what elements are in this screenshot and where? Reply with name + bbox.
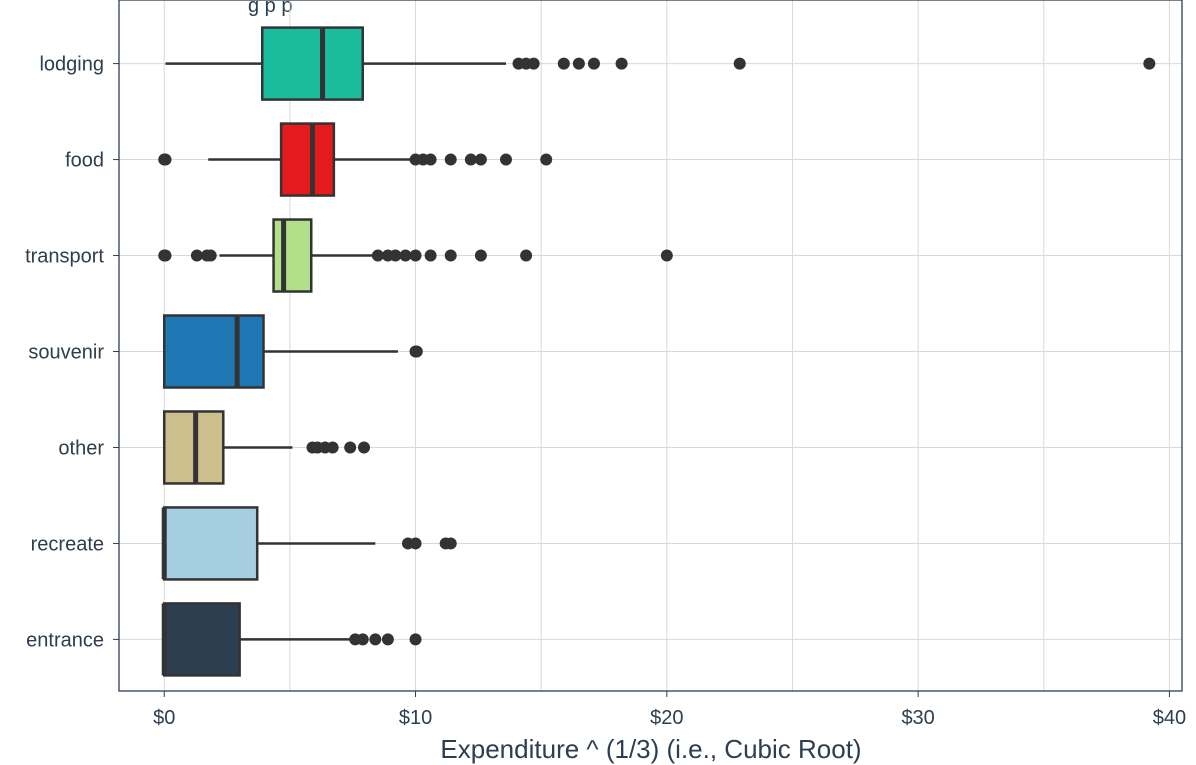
outlier-point — [410, 345, 423, 358]
box-iqr — [162, 506, 259, 581]
outlier-point — [500, 153, 513, 166]
box-lodging — [165, 26, 1156, 101]
outlier-point — [204, 249, 217, 262]
outlier-point — [409, 633, 422, 646]
outlier-point — [615, 57, 628, 70]
outlier-point — [527, 57, 540, 70]
outlier-point — [424, 153, 437, 166]
outlier-point — [409, 537, 422, 550]
outlier-point — [572, 57, 585, 70]
outlier-point — [1143, 57, 1156, 70]
box-recreate — [161, 506, 457, 581]
plot-panel-border — [118, 0, 1183, 692]
y-tick-labels: lodging food transport souvenir other recreat… — [25, 54, 119, 651]
box-iqr — [260, 26, 365, 101]
outlier-point — [474, 153, 487, 166]
x-tick-label: $20 — [650, 707, 683, 729]
outlier-point — [557, 57, 570, 70]
x-axis-title: Expenditure ^ (1/3) (i.e., Cubic Root) — [440, 734, 861, 764]
outlier-point — [159, 153, 172, 166]
outlier-point — [369, 633, 382, 646]
x-tick-labels: $0 $10 $20 $30 $40 — [153, 691, 1186, 729]
y-tick-label: transport — [25, 246, 104, 268]
outlier-point — [424, 249, 437, 262]
outlier-point — [326, 441, 339, 454]
outlier-point — [389, 249, 402, 262]
box-transport — [158, 218, 673, 293]
outlier-point — [190, 249, 203, 262]
outlier-point — [660, 249, 673, 262]
box-food — [158, 122, 553, 197]
outlier-point — [444, 537, 457, 550]
box-iqr — [272, 218, 313, 293]
outlier-point — [358, 441, 371, 454]
outlier-point — [587, 57, 600, 70]
outlier-point — [381, 633, 394, 646]
x-tick-label: $40 — [1153, 707, 1186, 729]
y-tick-label: other — [58, 437, 104, 459]
outlier-point — [399, 249, 412, 262]
box-entrance — [161, 602, 422, 677]
box-souvenir — [162, 314, 423, 389]
y-tick-label: souvenir — [28, 342, 104, 364]
outlier-point — [540, 153, 553, 166]
outlier-point — [409, 249, 422, 262]
x-tick-label: $10 — [399, 707, 432, 729]
outlier-point — [444, 249, 457, 262]
box-other — [162, 410, 371, 485]
y-tick-label: entrance — [26, 629, 104, 651]
box-iqr — [162, 314, 265, 389]
outlier-point — [444, 153, 457, 166]
outlier-point — [371, 249, 384, 262]
outlier-point — [356, 633, 369, 646]
outlier-point — [344, 441, 357, 454]
y-tick-label: lodging — [39, 54, 104, 76]
box-iqr — [279, 122, 336, 197]
x-tick-label: $30 — [901, 707, 934, 729]
box-iqr — [162, 602, 241, 677]
y-tick-label: food — [65, 150, 104, 172]
outlier-point — [474, 249, 487, 262]
chart-title-fragment: g p p — [248, 0, 292, 17]
outlier-point — [733, 57, 746, 70]
boxplot-series — [158, 26, 1156, 677]
y-tick-label: recreate — [31, 533, 104, 555]
gridlines — [119, 0, 1182, 691]
outlier-point — [464, 153, 477, 166]
x-tick-label: $0 — [153, 707, 175, 729]
outlier-point — [520, 249, 533, 262]
outlier-point — [159, 249, 172, 262]
